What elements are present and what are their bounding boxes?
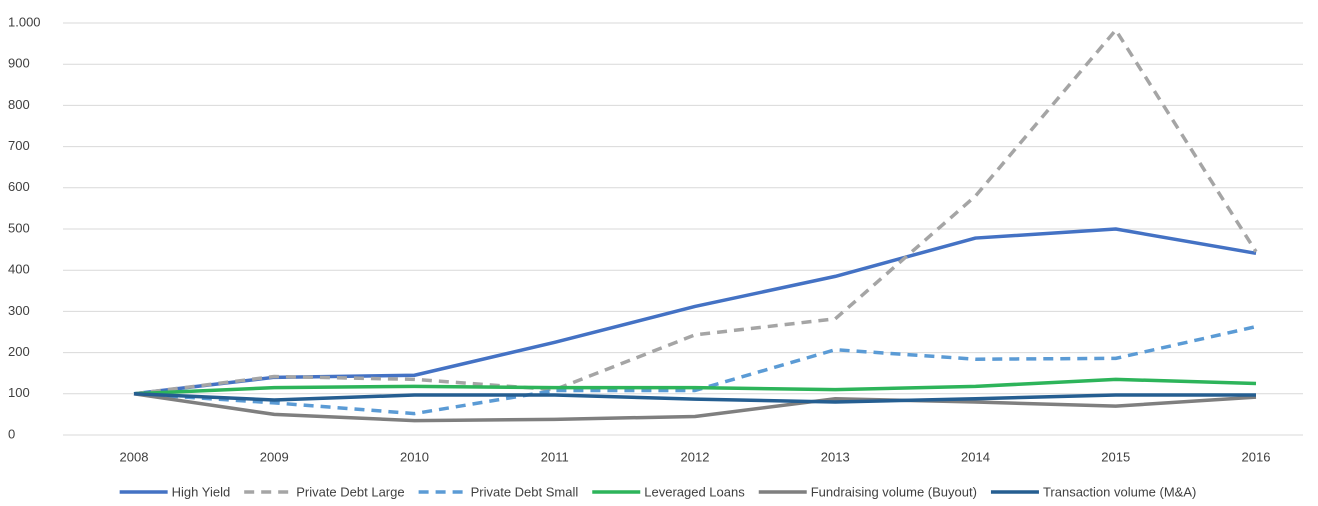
y-tick-label: 200	[8, 344, 30, 359]
y-tick-label: 700	[8, 138, 30, 153]
y-tick-label: 400	[8, 262, 30, 277]
legend: High Yield Private Debt Large Private Debt…	[119, 484, 1196, 499]
x-tick-label: 2015	[1101, 449, 1130, 464]
y-tick-label: 900	[8, 56, 30, 71]
series-line	[133, 28, 1258, 396]
x-tick-label: 2009	[260, 449, 289, 464]
y-tick-label: 300	[8, 303, 30, 318]
x-tick-label: 2013	[821, 449, 850, 464]
y-tick-label: 100	[8, 385, 30, 400]
series-line	[133, 377, 1257, 396]
x-tick-label: 2012	[681, 449, 710, 464]
legend-label: Fundraising volume (Buyout)	[811, 484, 977, 499]
legend-label: Transaction volume (M&A)	[1043, 484, 1196, 499]
series-line	[133, 324, 1257, 416]
legend-label: High Yield	[172, 484, 231, 499]
y-tick-label: 500	[8, 220, 30, 235]
y-tick-label: 0	[8, 426, 15, 441]
x-tick-label: 2011	[541, 449, 569, 464]
legend-label: Private Debt Small	[471, 484, 579, 499]
x-tick-label: 2010	[400, 449, 429, 464]
x-tick-label: 2014	[961, 449, 990, 464]
legend-label: Leveraged Loans	[644, 484, 745, 499]
y-tick-label: 600	[8, 179, 30, 194]
x-tick-label: 2008	[120, 449, 149, 464]
y-tick-label: 1.000	[8, 14, 41, 29]
x-tick-label: 2016	[1242, 449, 1271, 464]
legend-label: Private Debt Large	[296, 484, 404, 499]
series-line	[133, 392, 1256, 404]
y-tick-label: 800	[8, 97, 30, 112]
series-line	[133, 392, 1257, 423]
